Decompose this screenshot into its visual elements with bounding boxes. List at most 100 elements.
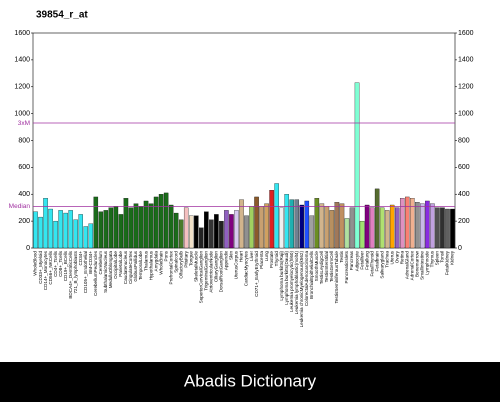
bar bbox=[324, 206, 330, 249]
bar bbox=[229, 214, 234, 249]
bar bbox=[420, 203, 425, 249]
bar bbox=[374, 188, 380, 249]
x-tick-label: BDCA4+_DentriticCells bbox=[68, 250, 73, 298]
bar bbox=[425, 200, 430, 249]
bar bbox=[389, 204, 395, 249]
bar bbox=[148, 203, 154, 249]
bar bbox=[48, 208, 53, 249]
x-tick-label: Appendix bbox=[224, 250, 229, 270]
x-tick-label: CiliaryGanglion bbox=[214, 251, 219, 283]
bar bbox=[88, 223, 94, 249]
bar bbox=[214, 214, 219, 249]
x-tick-label: 721_B_lymphoblasts bbox=[73, 250, 78, 293]
x-tick-label: Thyroid bbox=[274, 251, 279, 267]
x-tick-label: CardiacMyocytes bbox=[244, 250, 249, 286]
bar bbox=[183, 207, 189, 249]
x-tick-label: OlfactoryBulb bbox=[178, 251, 183, 279]
bar bbox=[379, 207, 385, 249]
x-tick-label: Caudatenucleus bbox=[123, 250, 128, 284]
bar bbox=[143, 200, 149, 249]
bar bbox=[224, 210, 229, 249]
x-tick-label: Fetalliver bbox=[359, 251, 364, 270]
bar bbox=[279, 207, 284, 249]
bar bbox=[103, 210, 109, 249]
bar bbox=[38, 216, 43, 249]
reference-label: Median bbox=[9, 203, 31, 210]
x-tick-label: Salivarygland bbox=[379, 251, 384, 279]
y-tick-label: 800 bbox=[18, 137, 30, 144]
x-tick-label: Lymphoma burkitts(Daudi) bbox=[284, 251, 289, 305]
bar bbox=[405, 196, 410, 249]
x-tick-label: Amygdala bbox=[153, 251, 158, 272]
x-tick-label: CD105+_Endothelial bbox=[83, 251, 88, 293]
x-tick-label: Skin bbox=[229, 251, 234, 260]
x-tick-label: TrigeminalGanglion bbox=[204, 251, 209, 291]
x-tick-label: GlobusPallidus bbox=[133, 250, 138, 281]
x-tick-label: Heart bbox=[239, 250, 244, 262]
x-tick-label: Bonemarrow bbox=[415, 250, 420, 277]
x-tick-label: Lymphnode bbox=[425, 251, 430, 275]
footer-bar bbox=[0, 362, 500, 402]
bar bbox=[108, 207, 114, 249]
x-tick-label: CD8+_Tcells bbox=[58, 250, 63, 277]
bar bbox=[73, 219, 78, 249]
bar bbox=[304, 200, 310, 249]
bar bbox=[199, 227, 204, 249]
bar bbox=[244, 215, 249, 249]
x-tick-label: Fetallung bbox=[364, 251, 369, 270]
bar bbox=[133, 203, 139, 249]
bar bbox=[163, 192, 169, 249]
bar bbox=[219, 220, 224, 249]
bar bbox=[344, 218, 350, 249]
bar bbox=[334, 202, 340, 249]
x-tick-label: TestisGermCell bbox=[329, 251, 334, 282]
x-tick-label: Kidney bbox=[450, 250, 455, 265]
reference-label: 3xM bbox=[18, 120, 30, 127]
y-tick-label: 200 bbox=[18, 218, 30, 225]
y-tick-label: 600 bbox=[18, 164, 30, 171]
x-tick-label: Tonsil bbox=[440, 251, 445, 263]
x-tick-label: CD33+_Myeloid bbox=[38, 251, 43, 284]
y2-tick-label: 800 bbox=[458, 137, 470, 144]
x-tick-label: Spinalcord bbox=[173, 251, 178, 273]
x-tick-label: Tongue bbox=[188, 251, 193, 267]
x-tick-label: SubthalamicNucleus bbox=[103, 250, 108, 293]
bar bbox=[113, 206, 119, 249]
x-tick-label: SmallIntestine bbox=[420, 251, 425, 280]
x-tick-label: Ovary bbox=[394, 250, 399, 263]
x-tick-label: CD56+_NKCells bbox=[48, 250, 53, 284]
bar bbox=[289, 199, 294, 249]
x-tick-label: Prostate bbox=[269, 251, 274, 269]
bar bbox=[98, 211, 104, 249]
x-tick-label: AdrenalGland bbox=[404, 251, 409, 280]
bar bbox=[430, 203, 435, 249]
x-tick-label: CD14+_Monocytes bbox=[43, 250, 48, 290]
bar bbox=[173, 212, 179, 249]
x-tick-label: Leukemia lymphoblastic(molt4) bbox=[294, 251, 299, 315]
y-tick-label: 0 bbox=[26, 245, 30, 252]
bar bbox=[249, 206, 254, 249]
bar bbox=[83, 226, 89, 249]
x-tick-label: Spleen bbox=[435, 251, 440, 266]
bar bbox=[78, 214, 83, 249]
x-tick-label: CD4+_Tcells bbox=[53, 250, 58, 277]
bar bbox=[93, 196, 99, 249]
x-tick-label: AdrenalCortex bbox=[410, 250, 415, 280]
bar bbox=[284, 194, 289, 249]
bar bbox=[329, 210, 335, 249]
chart-title: 39854_r_at bbox=[36, 10, 88, 21]
y2-tick-label: 1000 bbox=[458, 110, 474, 117]
y-tick-label: 1600 bbox=[14, 30, 30, 37]
bar bbox=[410, 198, 415, 249]
bar bbox=[254, 196, 259, 249]
y2-tick-label: 1400 bbox=[458, 57, 474, 64]
bar bbox=[440, 207, 445, 249]
x-tick-label: Cerebellum bbox=[98, 251, 103, 275]
x-tick-label: Lymphoma burkitts(Raji) bbox=[279, 251, 284, 301]
bar bbox=[274, 183, 279, 249]
x-tick-label: Uterus bbox=[389, 250, 394, 264]
bar bbox=[384, 210, 390, 249]
x-tick-label: Thymus bbox=[430, 250, 435, 267]
x-tick-label: Trachea bbox=[384, 251, 389, 268]
x-tick-label: Retina bbox=[399, 251, 404, 265]
